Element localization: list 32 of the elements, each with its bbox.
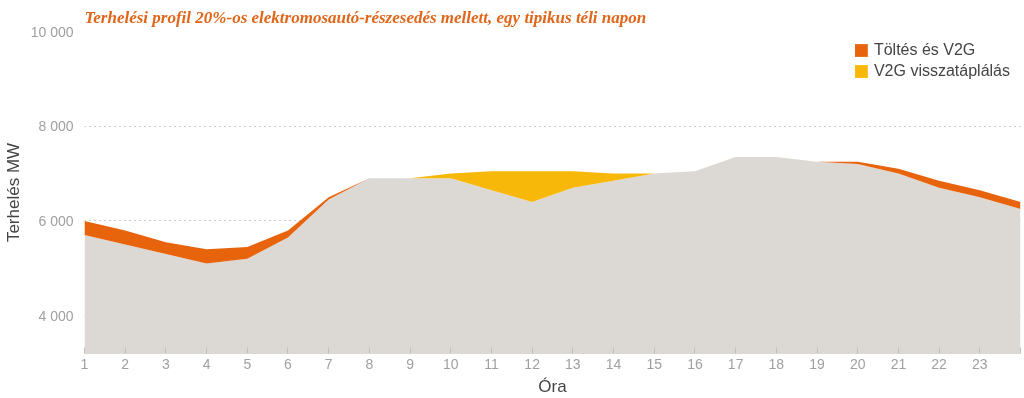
x-tick-label: 9: [406, 355, 415, 372]
x-axis-title: Óra: [538, 376, 568, 396]
x-tick-label: 7: [324, 355, 333, 372]
x-tick-label: 3: [162, 355, 170, 372]
x-tick-label: 17: [727, 355, 744, 372]
legend-label: V2G visszatáplálás: [873, 62, 1010, 80]
y-tick-label: 4 000: [38, 307, 74, 324]
chart-title: Terhelési profil 20%-os elektromosautó-részesedés mellett, egy tipikus téli napon: [84, 7, 647, 27]
x-tick-label: 12: [524, 355, 541, 372]
x-tick-label: 15: [646, 355, 663, 372]
legend-label: Töltés és V2G: [873, 41, 976, 59]
y-axis-title: Terhelés MW: [3, 142, 23, 243]
x-tick-label: 6: [284, 355, 293, 372]
x-tick-label: 2: [121, 355, 130, 372]
x-tick-label: 21: [890, 355, 907, 372]
x-tick-label: 13: [565, 355, 581, 372]
x-tick-label: 22: [931, 355, 948, 372]
y-tick-label: 10 000: [30, 23, 74, 40]
x-tick-label: 14: [605, 355, 622, 372]
x-tick-label: 16: [687, 355, 703, 372]
x-tick-label: 8: [365, 355, 374, 372]
y-tick-label: 6 000: [38, 212, 74, 229]
x-tick-label: 23: [972, 355, 988, 372]
x-tick-label: 4: [202, 355, 211, 372]
x-tick-label: 11: [484, 355, 499, 372]
x-tick-label: 20: [849, 355, 866, 372]
x-tick-label: 10: [442, 355, 459, 372]
y-tick-label: 8 000: [38, 118, 74, 135]
x-tick-label: 18: [768, 355, 785, 372]
x-tick-label: 5: [243, 355, 252, 372]
x-tick-label: 19: [809, 355, 826, 372]
x-tick-label: 1: [80, 355, 89, 372]
